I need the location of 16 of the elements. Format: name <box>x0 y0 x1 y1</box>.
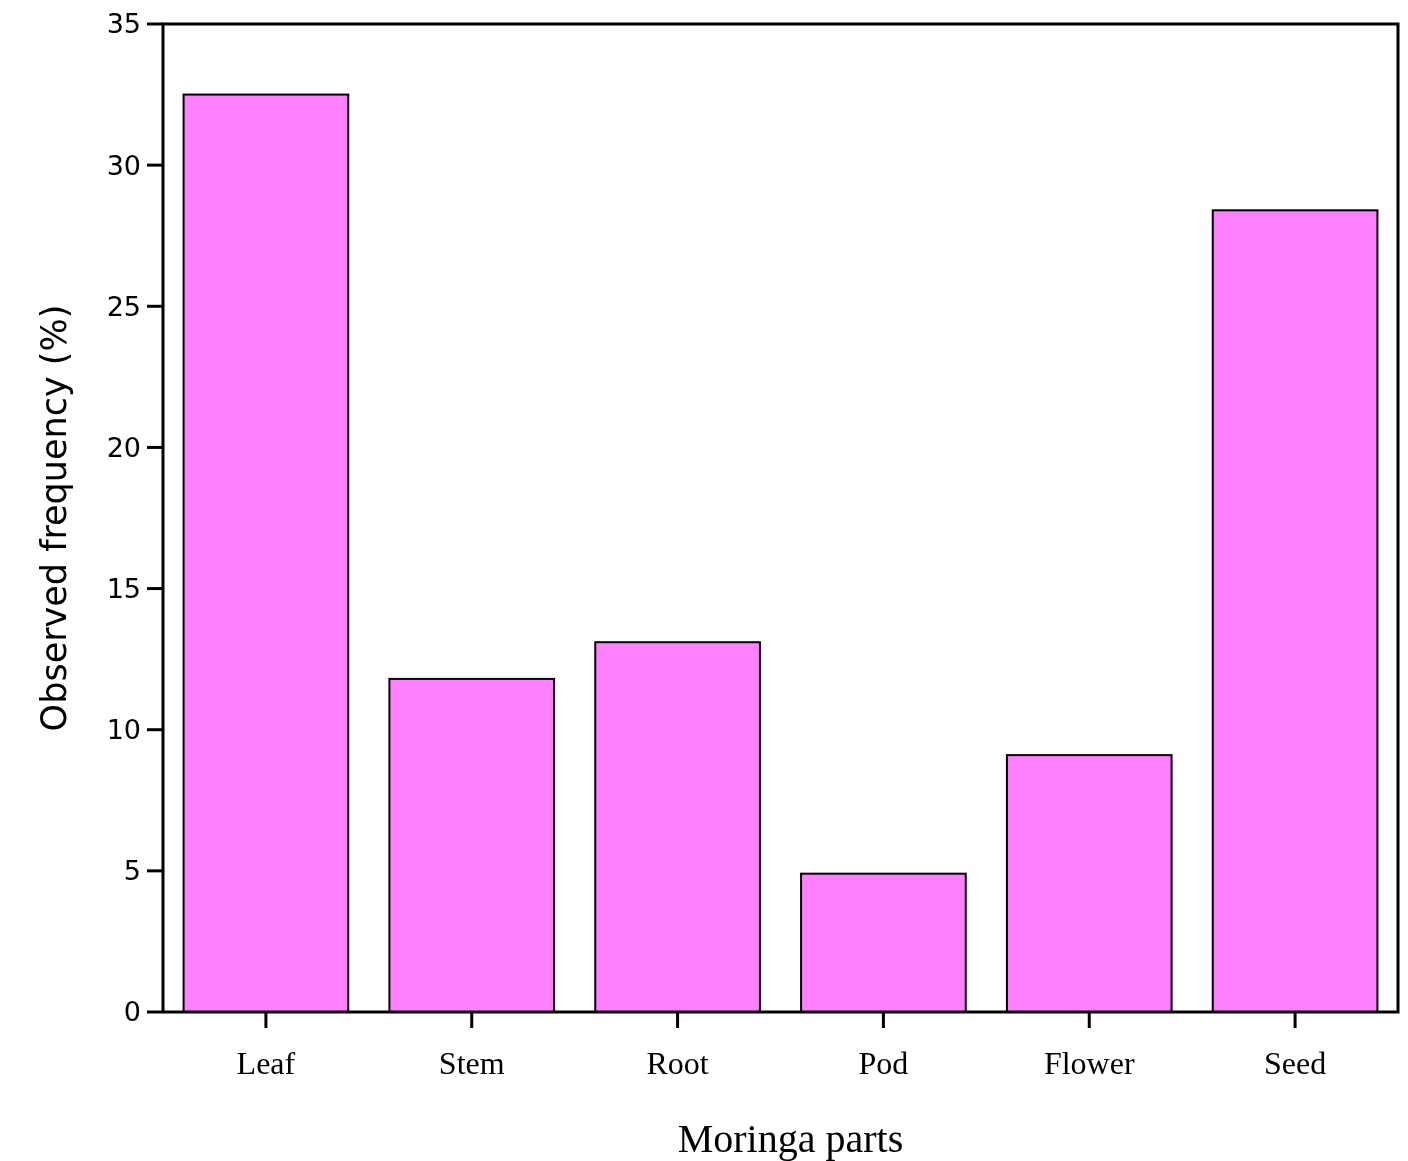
x-tick-label: Leaf <box>236 1045 296 1081</box>
y-tick-label: 30 <box>106 149 141 181</box>
x-axis-title: Moringa parts <box>677 1116 904 1161</box>
y-axis-title: Observed frequency (%) <box>34 304 74 732</box>
y-tick-label: 20 <box>106 431 141 463</box>
y-tick-label: 25 <box>106 290 141 322</box>
y-tick-label: 10 <box>106 714 141 746</box>
y-tick-label: 15 <box>106 573 141 605</box>
x-tick-label: Stem <box>438 1045 505 1081</box>
y-tick-label: 5 <box>123 855 141 887</box>
x-tick-label: Flower <box>1043 1045 1135 1081</box>
y-tick-label: 0 <box>123 996 141 1028</box>
y-tick-label: 35 <box>106 8 141 40</box>
x-tick-label: Root <box>646 1045 709 1081</box>
x-tick-label: Pod <box>858 1045 909 1081</box>
x-tick-label: Seed <box>1263 1045 1327 1081</box>
